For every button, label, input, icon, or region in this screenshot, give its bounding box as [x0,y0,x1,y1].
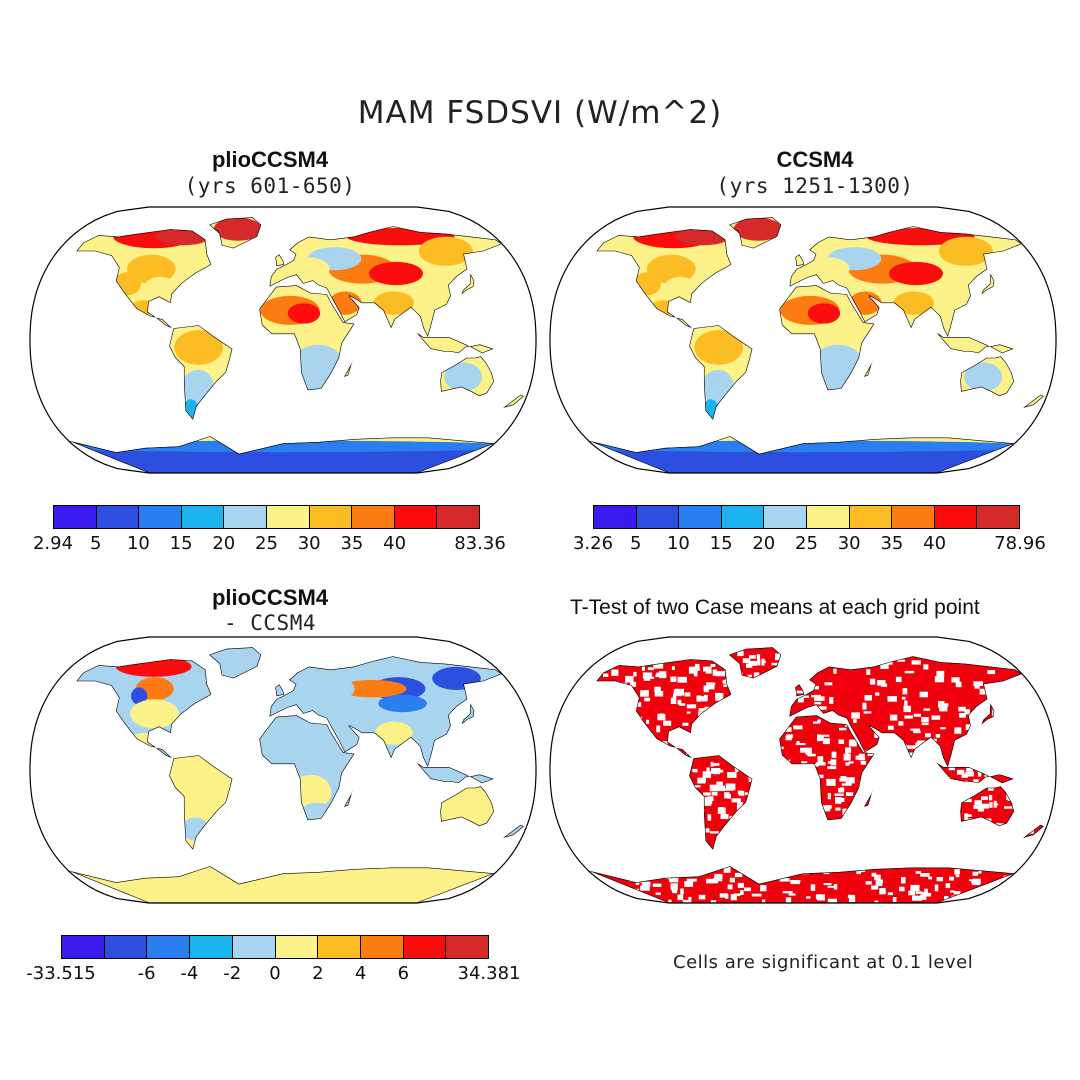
colorbar-swatch [394,506,438,528]
colorbar-tick-label: 0 [269,963,281,984]
colorbar-swatch [309,506,353,528]
colorbar-swatch [636,506,680,528]
colorbar-tick-label: 30 [837,533,861,554]
colorbar-swatch [232,936,276,958]
land-greenland [729,217,782,249]
panel-1-map [29,206,537,474]
land-africa [779,285,875,391]
colorbar-tick-label: 5 [89,533,102,554]
panel-3-subtitle: - CCSM4 [223,611,316,635]
figure-title: MAM FSDSVI (W/m^2) [357,95,723,131]
colorbar-tick-label: 10 [126,533,150,554]
land-namerica [76,659,212,759]
panel-2-colorbar [593,505,1020,529]
colorbar-swatch [181,506,225,528]
colorbar-tick-label: 35 [880,533,904,554]
colorbar-swatch [318,936,361,958]
colorbar-tick-label: 2 [312,963,324,984]
colorbar-swatch [266,506,310,528]
colorbar-swatch [679,506,722,528]
land-australia [960,356,1015,397]
colorbar-tick-label: 30 [297,533,321,554]
panel-3-map [29,636,537,904]
land-indonesia [416,332,494,354]
panel-4-title: T-Test of two Case means at each grid po… [570,596,980,619]
land-samerica [689,325,753,420]
colorbar-swatch [96,506,140,528]
colorbar-swatch [62,936,105,958]
colorbar-swatch [806,506,850,528]
panel-3-colorbar-labels: -33.515 -6 -4 -2 0 2 4 6 34.381 [26,963,520,987]
colorbar-swatch [360,936,404,958]
colorbar-tick-label: 10 [666,533,690,554]
colorbar-tick-label: -2 [223,963,242,984]
colorbar-tick-label: 15 [169,533,193,554]
colorbar-swatch [446,936,489,958]
colorbar-swatch [147,936,191,958]
colorbar-tick-label: 78.96 [994,533,1046,554]
panel-1-title: plioCCSM4 [211,147,329,172]
land-australia [440,356,495,397]
colorbar-tick-label: 40 [383,533,407,554]
colorbar-swatch [139,506,182,528]
colorbar-swatch [934,506,978,528]
colorbar-tick-label: 34.381 [457,963,521,984]
colorbar-tick-label: 25 [255,533,278,554]
colorbar-swatch [594,506,637,528]
panel-2-map [549,206,1057,474]
colorbar-tick-label: 25 [795,533,818,554]
land-eurasia [269,226,503,338]
land-antarctica [68,866,495,903]
panel-2-colorbar-labels: 3.26 5 10 15 20 25 30 35 40 78.96 [573,533,1046,557]
significance-note: Cells are significant at 0.1 level [673,952,974,973]
colorbar-swatch [104,936,148,958]
map-border [549,636,1057,904]
map-border [549,206,1057,474]
colorbar-swatch [721,506,765,528]
colorbar-tick-label: 4 [354,963,367,984]
colorbar-tick-label: 40 [923,533,947,554]
panel-4-map [549,636,1057,904]
colorbar-tick-label: 15 [709,533,733,554]
land-japan [981,273,995,295]
panel-1-colorbar [53,505,480,529]
colorbar-swatch [892,506,935,528]
colorbar-tick-label: 20 [212,533,236,554]
land-indonesia [416,762,494,784]
colorbar-tick-label: -33.515 [26,963,96,984]
colorbar-swatch [275,936,319,958]
colorbar-tick-label: -4 [180,963,199,984]
colorbar-swatch [437,506,479,528]
colorbar-tick-label: 3.26 [572,533,614,554]
colorbar-tick-label: 5 [629,533,642,554]
colorbar-swatch [54,506,97,528]
colorbar-tick-label: -6 [137,963,156,984]
land-indonesia [936,332,1014,354]
colorbar-tick-label: 35 [340,533,364,554]
panel-1-subtitle: (yrs 601-650) [184,174,356,198]
colorbar-swatch [224,506,267,528]
map-border [29,206,537,474]
colorbar-swatch [849,506,893,528]
land-greenland [209,647,262,679]
colorbar-swatch [352,506,395,528]
colorbar-tick-label: 20 [752,533,776,554]
map-border [29,636,537,904]
colorbar-tick-label: 2.94 [32,533,74,554]
panel-1-colorbar-labels: 2.94 5 10 15 20 25 30 35 40 83.36 [33,533,506,557]
land-eurasia [789,226,1023,338]
panel-2-subtitle: (yrs 1251-1300) [716,174,914,198]
panel-3-colorbar [61,935,489,959]
land-greenland [209,217,262,249]
land-africa [259,285,355,391]
colorbar-tick-label: 6 [397,963,410,984]
colorbar-swatch [977,506,1019,528]
colorbar-swatch [764,506,807,528]
colorbar-swatch [403,936,447,958]
panel-3-title: plioCCSM4 [211,585,329,610]
land-namerica [596,229,732,329]
colorbar-tick-label: 83.36 [454,533,506,554]
panel-2-title: CCSM4 [776,147,854,172]
colorbar-swatch [190,936,233,958]
